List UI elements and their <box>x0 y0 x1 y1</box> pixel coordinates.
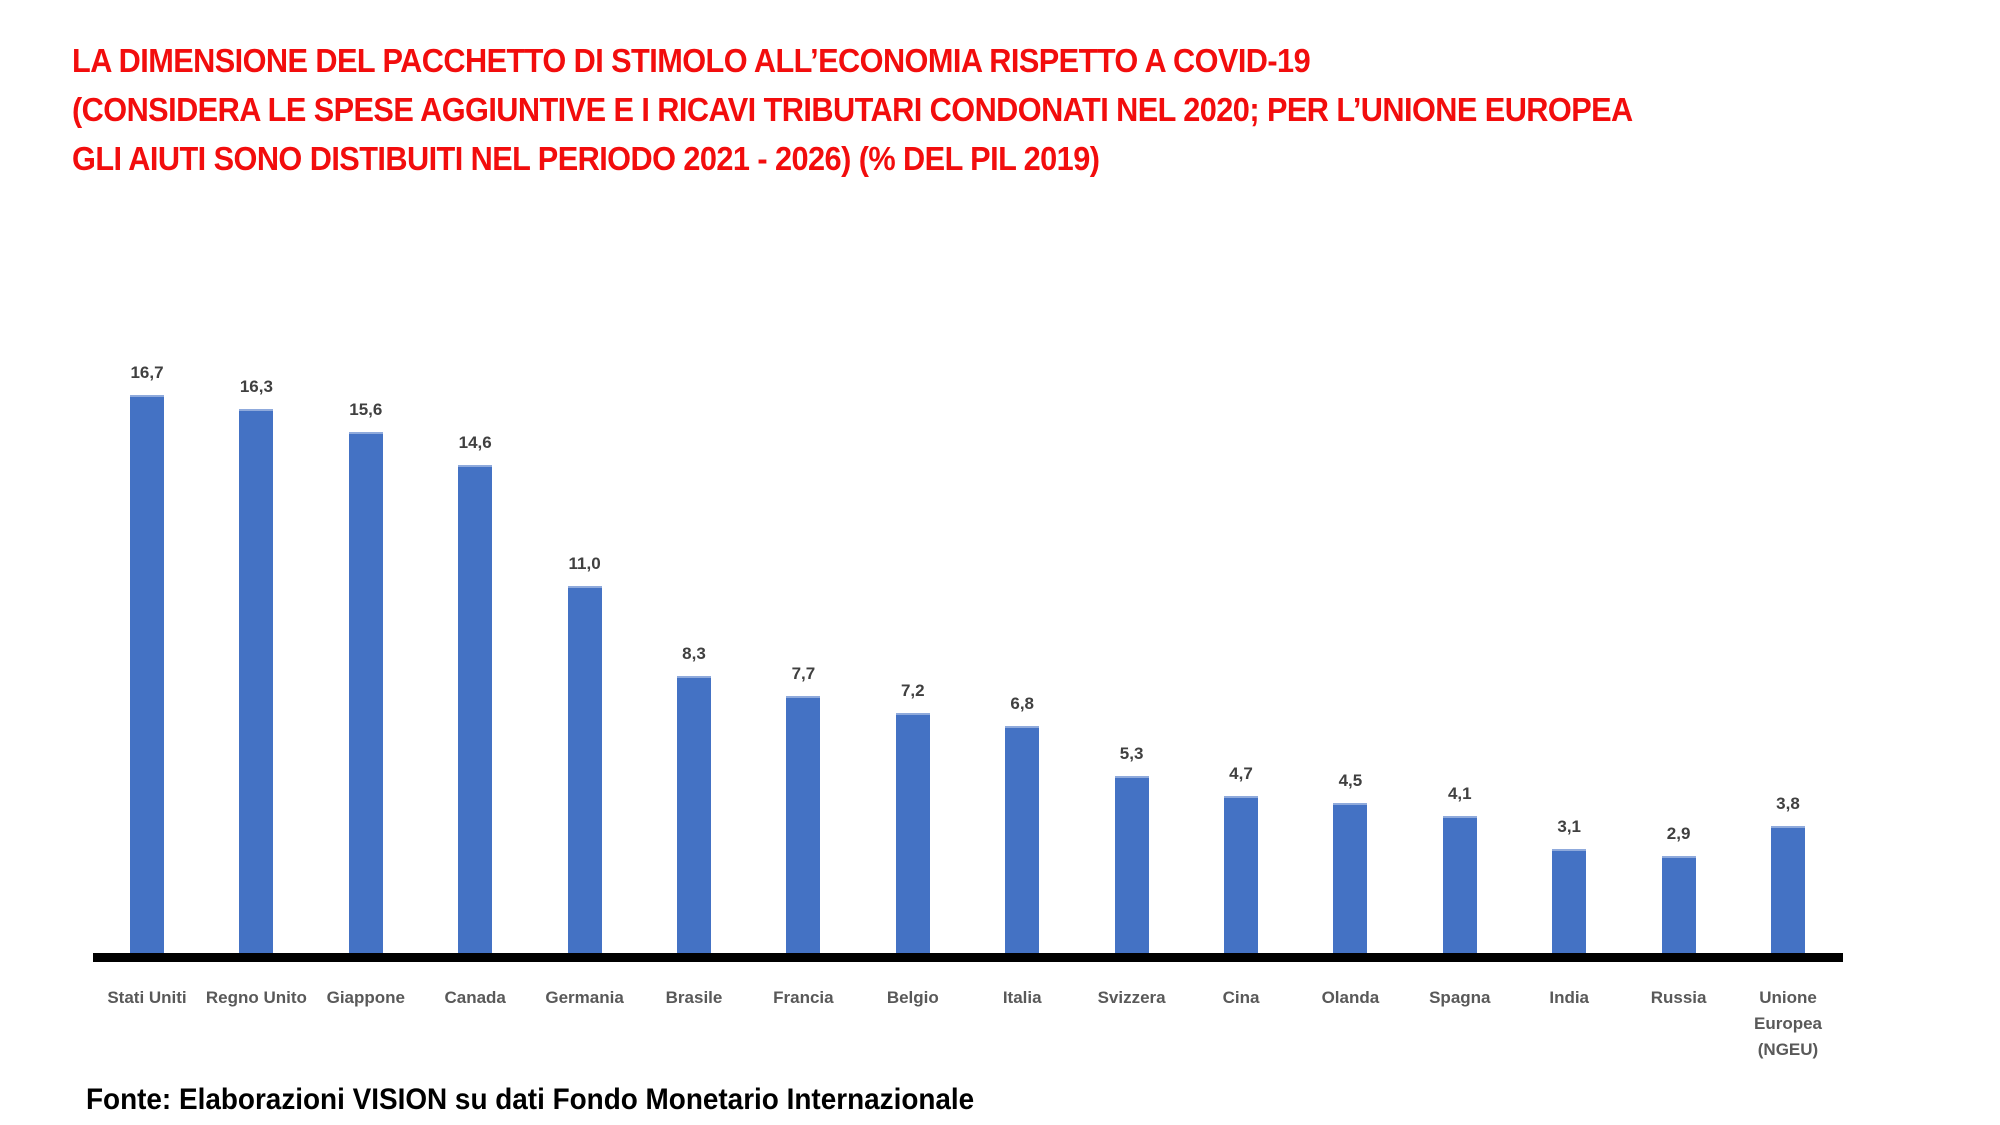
category-label-line: (NGEU) <box>1757 1040 1819 1059</box>
bar <box>1005 725 1040 953</box>
bar <box>1771 826 1805 953</box>
bar-value-label: 5,3 <box>1119 743 1144 763</box>
bar <box>677 675 711 953</box>
bar <box>786 695 821 953</box>
category-label: Cina <box>1171 985 1311 1011</box>
category-label-line: Unione <box>1759 988 1817 1007</box>
category-label-line: Svizzera <box>1097 988 1166 1007</box>
category-label-line: Belgio <box>886 988 939 1007</box>
bar-value-label: 7,2 <box>900 680 925 700</box>
bar <box>1442 816 1477 953</box>
category-label: Francia <box>733 985 873 1011</box>
bar-group: 8,3 Brasile <box>639 0 749 1125</box>
bar-group: 7,2 Belgio <box>858 0 968 1125</box>
source-note: Fonte: Elaborazioni VISION su dati Fondo… <box>86 1083 975 1116</box>
category-label-line: Cina <box>1222 988 1260 1007</box>
category-label-line: Olanda <box>1321 988 1380 1007</box>
bar-group: 16,7 Stati Uniti <box>92 0 202 1125</box>
bar-value-label: 4,5 <box>1338 770 1363 790</box>
bar <box>1114 775 1149 953</box>
category-label-line: Giappone <box>326 988 405 1007</box>
bar-value-label: 4,1 <box>1447 784 1472 804</box>
bar-group: 3,8 Unione Europea (NGEU) <box>1733 0 1843 1125</box>
title-line-2: (CONSIDERA LE SPESE AGGIUNTIVE E I RICAV… <box>72 91 1633 128</box>
bar <box>130 395 164 953</box>
bar <box>1224 796 1258 953</box>
bar-group: 16,3 Regno Unito <box>201 0 311 1125</box>
bar-value-label: 11,0 <box>568 553 601 573</box>
bar <box>239 408 274 953</box>
category-label-line: Russia <box>1650 988 1707 1007</box>
category-label: India <box>1499 985 1639 1011</box>
bar <box>1661 856 1696 953</box>
bar <box>567 585 602 953</box>
category-label: Olanda <box>1280 985 1420 1011</box>
category-label: Canada <box>405 985 545 1011</box>
bar-group: 4,1 Spagna <box>1405 0 1515 1125</box>
category-label-line: Brasile <box>665 988 723 1007</box>
category-label: Svizzera <box>1062 985 1202 1011</box>
category-label: Unione Europea (NGEU) <box>1718 985 1858 1063</box>
category-label: Russia <box>1609 985 1749 1011</box>
x-axis-line <box>93 953 1843 962</box>
bar-value-label: 6,8 <box>1010 693 1034 713</box>
bar-group: 6,8 Italia <box>967 0 1077 1125</box>
category-label: Belgio <box>843 985 983 1011</box>
bar <box>348 431 383 953</box>
title-line-1: LA DIMENSIONE DEL PACCHETTO DI STIMOLO A… <box>72 42 1311 79</box>
bar-group: 15,6 Giappone <box>311 0 421 1125</box>
bar-value-label: 3,1 <box>1557 817 1581 837</box>
category-label: Regno Unito <box>186 985 326 1011</box>
bar-group: 14,6 Canada <box>420 0 530 1125</box>
category-label-line: Spagna <box>1429 988 1491 1007</box>
category-label-line: Germania <box>545 988 624 1007</box>
bar-value-label: 3,8 <box>1776 794 1800 814</box>
bar-value-label: 7,7 <box>791 663 816 683</box>
bar-group: 11,0 Germania <box>530 0 640 1125</box>
bar-group: 4,7 Cina <box>1186 0 1296 1125</box>
bar-group: 2,9 Russia <box>1624 0 1734 1125</box>
bar <box>895 712 930 953</box>
bar-value-label: 14,6 <box>458 433 492 453</box>
bar-value-label: 8,3 <box>682 643 706 663</box>
bar-value-label: 2,9 <box>1666 824 1691 844</box>
category-label: Brasile <box>624 985 764 1011</box>
category-label: Spagna <box>1390 985 1530 1011</box>
category-label-line: Canada <box>444 988 506 1007</box>
category-label-line: Francia <box>773 988 834 1007</box>
category-label: Giappone <box>296 985 436 1011</box>
category-label-line: Stati Uniti <box>107 988 187 1007</box>
category-label: Italia <box>952 985 1092 1011</box>
bar-value-label: 16,7 <box>130 363 164 383</box>
bar-group: 5,3 Svizzera <box>1077 0 1187 1125</box>
category-label-line: Europea <box>1753 1014 1823 1033</box>
bar-group: 4,5 Olanda <box>1295 0 1405 1125</box>
bar-group: 7,7 Francia <box>748 0 858 1125</box>
category-label-line: Italia <box>1002 988 1042 1007</box>
title-line-3: GLI AIUTI SONO DISTIBUITI NEL PERIODO 20… <box>72 140 1100 177</box>
bar-value-label: 4,7 <box>1229 764 1253 784</box>
bar-value-label: 15,6 <box>349 399 383 419</box>
category-label-line: Regno Unito <box>205 988 307 1007</box>
chart-title: LA DIMENSIONE DEL PACCHETTO DI STIMOLO A… <box>72 36 1839 183</box>
category-label-line: India <box>1549 988 1590 1007</box>
bar <box>1552 849 1587 953</box>
category-label: Germania <box>515 985 655 1011</box>
bar-value-label: 16,3 <box>239 376 273 396</box>
category-label: Stati Uniti <box>77 985 217 1011</box>
bar <box>1333 802 1368 953</box>
bar <box>458 465 493 953</box>
bar-group: 3,1 India <box>1514 0 1624 1125</box>
